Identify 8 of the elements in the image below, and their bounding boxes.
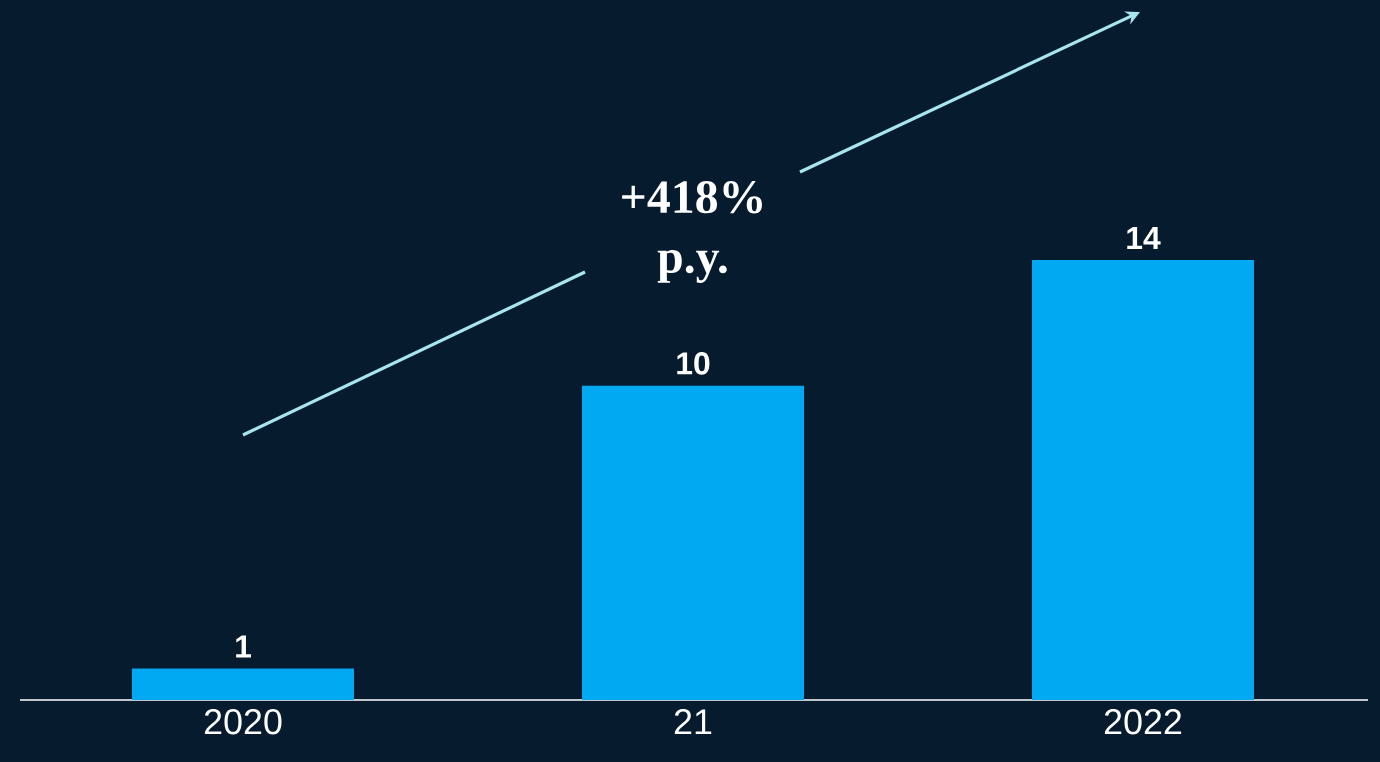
annotation: p.y. [657,250,727,283]
data-label: 1 [236,635,251,658]
x-tick-label: 2022 [1104,709,1182,735]
data-label: 14 [1127,227,1161,249]
x-tick-label: 21 [674,709,712,735]
text: +418% [622,181,762,214]
x-tick-label: 2020 [204,709,282,735]
data-label: 10 [677,352,710,375]
